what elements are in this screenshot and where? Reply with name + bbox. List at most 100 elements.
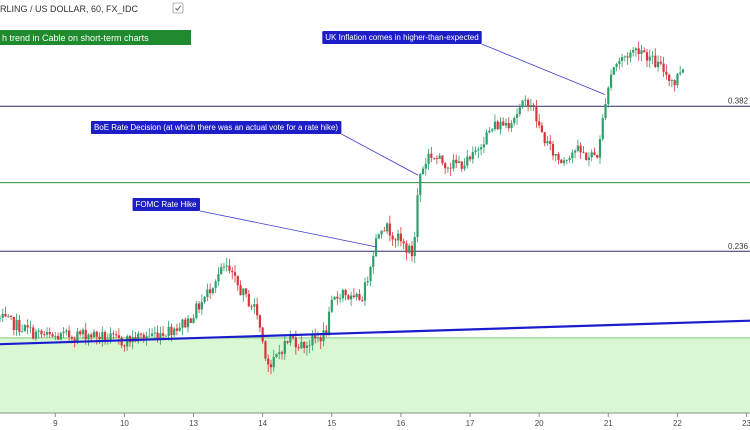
- candle: [319, 335, 322, 350]
- candle: [267, 354, 270, 372]
- candle-body: [474, 150, 477, 153]
- visibility-toggle-icon[interactable]: [172, 2, 184, 14]
- candle-body: [413, 237, 416, 257]
- x-tick-label: 13: [189, 419, 198, 428]
- background-layer: [0, 337, 750, 413]
- candle-body: [369, 266, 372, 282]
- candle-body: [515, 114, 519, 118]
- candle: [178, 322, 181, 332]
- candle-body: [609, 74, 613, 88]
- candle: [369, 265, 372, 287]
- candle: [441, 155, 444, 166]
- candle: [524, 95, 527, 107]
- candle-body: [466, 156, 469, 166]
- candle-body: [231, 270, 234, 273]
- candle: [59, 331, 62, 341]
- candle: [142, 332, 145, 344]
- candle: [673, 79, 676, 92]
- candle: [48, 327, 51, 338]
- candle-body: [18, 319, 21, 332]
- candle: [433, 157, 436, 161]
- candle: [103, 330, 107, 345]
- candle: [543, 131, 546, 147]
- candle: [65, 328, 68, 336]
- x-tick-label: 10: [120, 419, 129, 428]
- candle-body: [510, 123, 513, 129]
- candle: [676, 73, 679, 88]
- axis-background: [0, 413, 750, 430]
- candle: [43, 331, 46, 338]
- candle: [576, 139, 579, 153]
- candle: [601, 114, 604, 142]
- candle-body: [159, 333, 162, 339]
- candle: [659, 55, 662, 66]
- candle-body: [209, 289, 212, 294]
- candle-body: [435, 158, 438, 159]
- candle: [463, 158, 466, 172]
- candle: [81, 327, 85, 339]
- candle-body: [92, 331, 96, 338]
- annotation-text: UK Inflation comes in higher-than-expect…: [325, 33, 478, 42]
- candle-body: [142, 334, 145, 339]
- candle-body: [115, 334, 118, 336]
- candle-body: [250, 306, 253, 308]
- candle-body: [303, 341, 306, 348]
- candle: [269, 359, 273, 375]
- candle-body: [164, 335, 167, 337]
- candle: [95, 330, 98, 345]
- candle-body: [117, 335, 120, 338]
- candle: [538, 114, 541, 129]
- candle: [347, 294, 350, 301]
- candle-body: [242, 288, 245, 296]
- candle-body: [529, 104, 532, 107]
- candle-body: [192, 318, 195, 324]
- candle: [211, 287, 215, 296]
- candle-body: [126, 336, 129, 347]
- candle: [40, 329, 43, 338]
- candle: [374, 233, 378, 257]
- candle: [488, 127, 491, 134]
- candle-body: [438, 155, 441, 159]
- candle: [123, 344, 126, 352]
- candle: [554, 153, 557, 162]
- candle-body: [48, 331, 51, 335]
- annotation-text: FOMC Rate Hike: [136, 200, 197, 209]
- candle-body: [645, 52, 649, 61]
- candle-body: [394, 239, 397, 241]
- candle-body: [549, 141, 552, 144]
- candle-body: [327, 311, 331, 335]
- candle-body: [416, 195, 419, 238]
- candle: [184, 317, 187, 329]
- candle-body: [7, 315, 10, 317]
- annotation-box: [322, 31, 482, 44]
- candle: [634, 47, 638, 57]
- candle-body: [197, 303, 201, 310]
- candle-body: [156, 332, 159, 339]
- candle-body: [604, 104, 607, 119]
- candle: [9, 315, 13, 320]
- candle: [607, 86, 610, 108]
- candle-body: [9, 315, 13, 317]
- candle: [32, 324, 35, 340]
- candle-body: [139, 333, 143, 335]
- candle-body: [32, 327, 35, 339]
- candle-body: [629, 52, 632, 58]
- candle: [341, 288, 344, 303]
- candle: [23, 323, 26, 332]
- candle: [640, 44, 643, 62]
- candle-body: [679, 72, 682, 74]
- candle-body: [363, 282, 367, 301]
- annotation: BoE Rate Decision (at which there was an…: [90, 121, 419, 176]
- candle-body: [211, 288, 215, 294]
- candle-body: [214, 281, 217, 289]
- candle-body: [347, 295, 350, 300]
- candle-body: [535, 107, 538, 122]
- candle: [15, 313, 18, 336]
- candle: [159, 326, 162, 345]
- candle-body: [280, 352, 284, 354]
- candle-body: [444, 163, 447, 169]
- candle: [162, 326, 165, 339]
- candle: [264, 340, 267, 362]
- candle-body: [659, 61, 662, 64]
- candle-body: [449, 167, 452, 169]
